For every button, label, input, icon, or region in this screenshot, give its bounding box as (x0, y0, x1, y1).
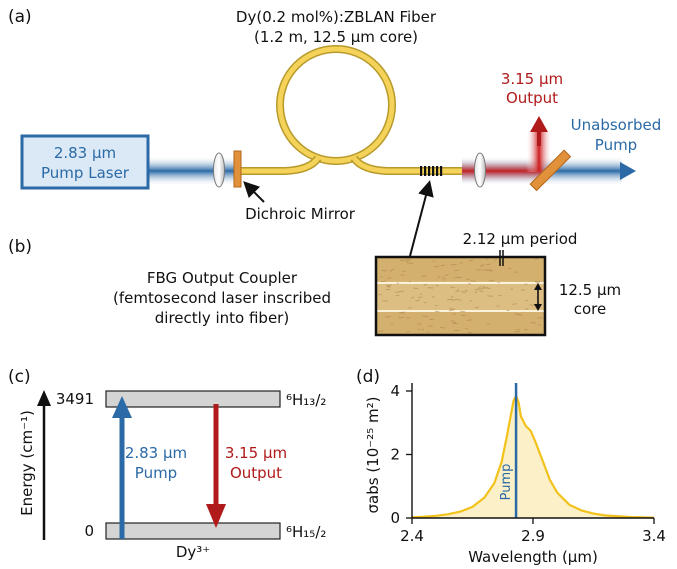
unabsorbed-label-line1: Unabsorbed (571, 116, 662, 134)
output-label-line2: Output (506, 89, 558, 107)
y-tick-label: 4 (390, 382, 400, 400)
unabsorbed-arrowhead (620, 162, 636, 180)
core-label-line2: core (574, 300, 607, 318)
pump-beam-left (148, 156, 240, 186)
fbg-label-line2: (femtosecond laser inscribed (113, 289, 331, 307)
x-tick-label: 2.4 (400, 527, 424, 545)
unabsorbed-label-line2: Pump (595, 136, 637, 154)
lens-output (474, 152, 486, 188)
fbg-label-line1: FBG Output Coupler (147, 269, 298, 287)
fbg-period-label: 2.12 μm period (463, 230, 578, 248)
ion-label: Dy³⁺ (176, 543, 210, 561)
fbg-grating (420, 166, 443, 176)
x-tick-label: 3.4 (642, 527, 666, 545)
output-transition-line1: 3.15 μm (225, 444, 287, 462)
chart-x-label: Wavelength (μm) (468, 548, 598, 566)
core-label-line1: 12.5 μm (559, 281, 621, 299)
dichroic-mirror (233, 150, 242, 188)
dichroic-label: Dichroic Mirror (245, 205, 356, 223)
pump-transition-line1: 2.83 μm (125, 444, 187, 462)
chart-y-label: σabs (10⁻²⁵ m²) (364, 397, 382, 514)
y-tick-label: 0 (390, 509, 400, 527)
upper-state-label: ⁶H₁₃/₂ (286, 391, 326, 409)
panel-label-c: (c) (8, 367, 31, 387)
pump-transition-line2: Pump (135, 464, 177, 482)
lower-energy-level (105, 522, 281, 540)
output-mirror (529, 149, 572, 192)
fbg-label-line3: directly into fiber) (155, 309, 289, 327)
panel-label-d: (d) (356, 367, 380, 387)
absorption-chart: Pump 2.4 2.9 3.4 0 2 4 Wavelength (μm) σabs (10⁻… (364, 382, 666, 566)
absorption-fill (412, 395, 654, 518)
lower-level-value: 0 (84, 522, 94, 540)
pump-laser-line1: 2.83 μm (54, 144, 116, 162)
y-tick-label: 2 (390, 446, 400, 464)
upper-energy-level (105, 390, 281, 408)
output-arrowhead (530, 116, 548, 132)
energy-axis-label: Energy (cm⁻¹) (18, 410, 36, 516)
dichroic-pointer (243, 181, 265, 203)
fiber-title-line2: (1.2 m, 12.5 μm core) (254, 28, 418, 46)
upper-level-value: 3491 (56, 390, 94, 408)
pump-laser-box (20, 134, 150, 190)
panel-label-b: (b) (8, 237, 32, 257)
fiber-title-line1: Dy(0.2 mol%):ZBLAN Fiber (236, 8, 437, 26)
output-transition-line2: Output (230, 464, 282, 482)
absorption-curve (411, 393, 655, 519)
fbg-microscope-image (374, 255, 547, 337)
x-tick-label: 2.9 (521, 527, 545, 545)
pump-laser-line2: Pump Laser (41, 164, 130, 182)
panel-label-a: (a) (8, 7, 32, 27)
output-label-line1: 3.15 μm (501, 70, 563, 88)
lower-state-label: ⁶H₁₅/₂ (286, 523, 326, 541)
pump-marker-label: Pump (499, 464, 514, 501)
fbg-pointer (409, 180, 434, 257)
lens-input (213, 152, 225, 188)
